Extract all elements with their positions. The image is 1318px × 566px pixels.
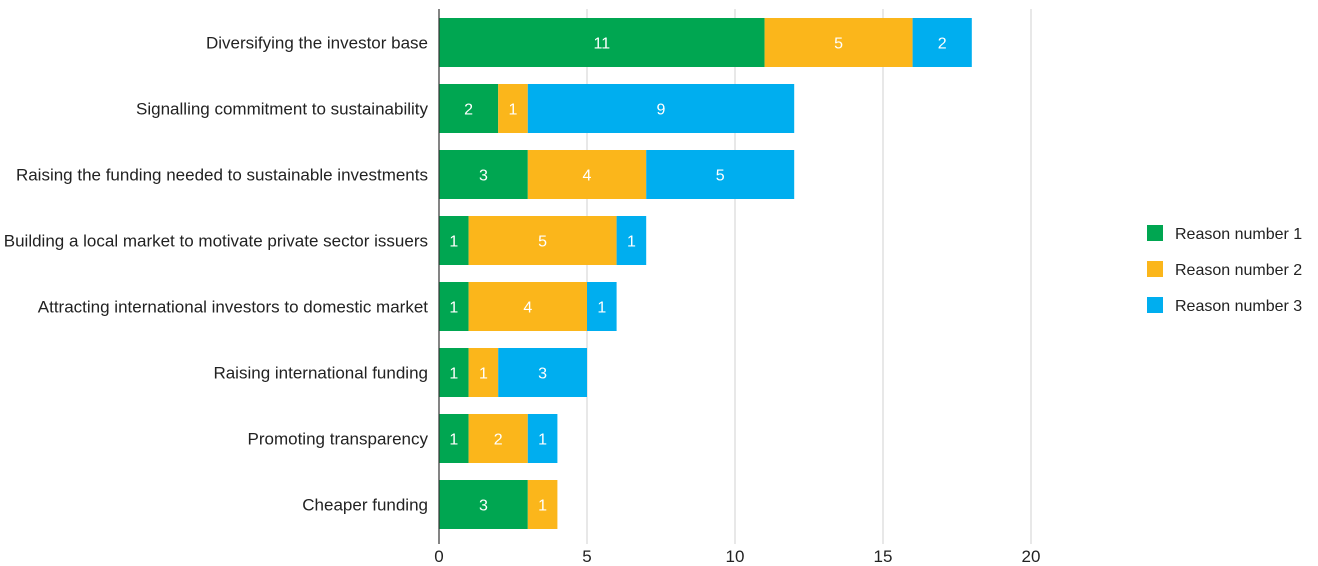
bar-segment [498,84,528,133]
x-tick-label: 20 [1022,547,1041,566]
category-label: Diversifying the investor base [206,34,428,53]
bar-segment [439,150,528,199]
bar-value-label: 1 [449,300,458,317]
bar-value-label: 1 [538,498,547,515]
bar-segment [439,216,469,265]
legend-label: Reason number 2 [1175,262,1302,279]
bar-segment [468,414,528,463]
bar-value-label: 1 [597,300,606,317]
category-label: Promoting transparency [248,430,429,449]
bar-value-label: 2 [464,102,473,119]
bar-segment [764,18,913,67]
bar-value-label: 11 [593,36,610,53]
x-tick-label: 0 [434,547,443,566]
bar-value-label: 1 [538,432,547,449]
legend-label: Reason number 3 [1175,298,1302,315]
bar-value-label: 3 [479,168,488,185]
bar-segment [439,282,469,331]
x-tick-label: 5 [582,547,591,566]
bar-value-label: 4 [583,168,592,185]
legend-label: Reason number 1 [1175,226,1302,243]
bar-value-label: 4 [523,300,532,317]
bar-segment [527,414,558,463]
category-label: Raising international funding [213,364,428,383]
bar-value-label: 1 [479,366,488,383]
x-tick-label: 10 [726,547,745,566]
bar-segment [468,348,499,397]
legend-swatch [1147,261,1163,277]
bar-value-label: 3 [538,366,547,383]
bar-value-label: 9 [657,102,666,119]
bar-segment [616,216,647,265]
bar-value-label: 1 [449,366,458,383]
bar-segment [527,84,795,133]
bar-value-label: 2 [938,36,947,53]
x-tick-labels: 0 5 10 15 20 [434,547,1040,566]
category-label: Signalling commitment to sustainability [136,100,428,119]
bar-value-label: 1 [509,102,518,119]
bar-segment [498,348,587,397]
bar-value-label: 5 [834,36,843,53]
category-labels: Diversifying the investor base Signalling… [4,34,429,515]
category-label: Cheaper funding [302,496,428,515]
bar-segment [527,150,647,199]
bar-value-label: 5 [716,168,725,185]
bar-value-label: 1 [627,234,636,251]
category-label: Attracting international investors to do… [38,298,429,317]
x-tick-label: 15 [874,547,893,566]
bar-segment [527,480,558,529]
bar-segment [439,414,469,463]
bar-value-label: 1 [449,432,458,449]
bar-segment [912,18,972,67]
bars [439,18,972,529]
bar-segment [587,282,617,331]
legend: Reason number 1 Reason number 2 Reason num… [1147,225,1302,315]
bar-value-labels: 11 5 22 1 93 4 51 5 11 4 11 1 31 2 13 1 [449,36,946,515]
bar-segment [646,150,795,199]
bar-value-label: 3 [479,498,488,515]
legend-swatch [1147,225,1163,241]
category-label: Building a local market to motivate priv… [4,232,428,251]
bar-segment [468,216,617,265]
legend-swatch [1147,297,1163,313]
bar-segment [468,282,587,331]
bar-value-label: 1 [449,234,458,251]
bar-segment [439,84,499,133]
bar-segment [439,18,765,67]
bar-value-label: 2 [494,432,503,449]
bar-segment [439,480,528,529]
bar-value-label: 5 [538,234,547,251]
category-label: Raising the funding needed to sustainabl… [16,166,428,185]
bar-segment [439,348,469,397]
